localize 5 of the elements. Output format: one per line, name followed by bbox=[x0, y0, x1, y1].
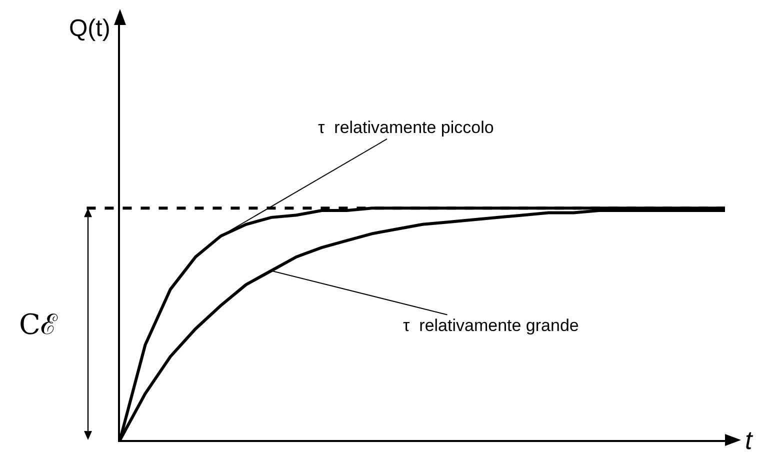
annotation: τ relativamente grande bbox=[403, 316, 579, 335]
x-axis-title: t bbox=[745, 425, 754, 455]
text: τ relativamente piccolo bbox=[318, 118, 494, 137]
ref-line-label: Cℰ bbox=[19, 308, 58, 341]
text: Q(t) bbox=[69, 15, 110, 42]
